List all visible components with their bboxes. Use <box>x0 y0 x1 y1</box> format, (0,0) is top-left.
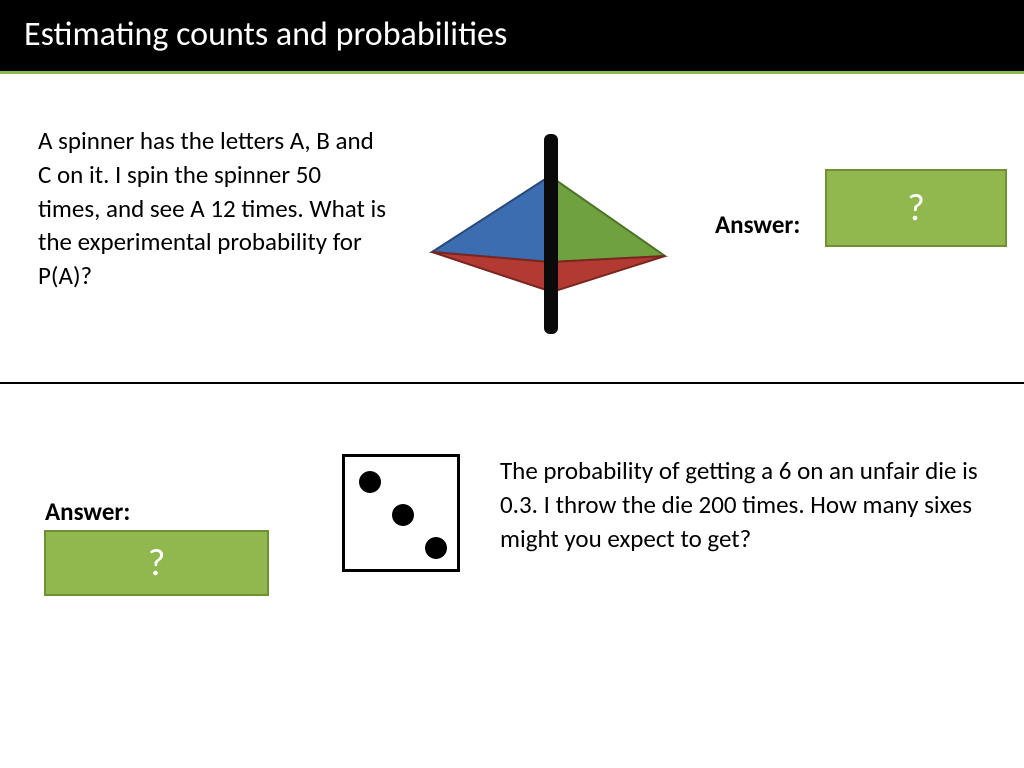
question-bottom: The probability of getting a 6 on an unf… <box>500 454 990 555</box>
question-top: A spinner has the letters A, B and C on … <box>38 124 388 293</box>
die-icon <box>342 454 460 572</box>
die-dot <box>359 471 381 493</box>
die-dot <box>392 504 414 526</box>
answer-label-top: Answer: <box>715 209 800 240</box>
section-top: A spinner has the letters A, B and C on … <box>0 74 1024 384</box>
answer-placeholder-top: ? <box>907 185 925 231</box>
answer-box-top[interactable]: ? <box>825 169 1007 247</box>
die-dot <box>425 537 447 559</box>
page-title: Estimating counts and probabilities <box>0 0 1024 74</box>
answer-label-bottom: Answer: <box>45 496 130 527</box>
answer-box-bottom[interactable]: ? <box>44 530 269 596</box>
answer-placeholder-bottom: ? <box>148 540 166 586</box>
section-bottom: Answer: ? The probability of getting a 6… <box>0 384 1024 764</box>
spinner-icon <box>420 134 680 334</box>
